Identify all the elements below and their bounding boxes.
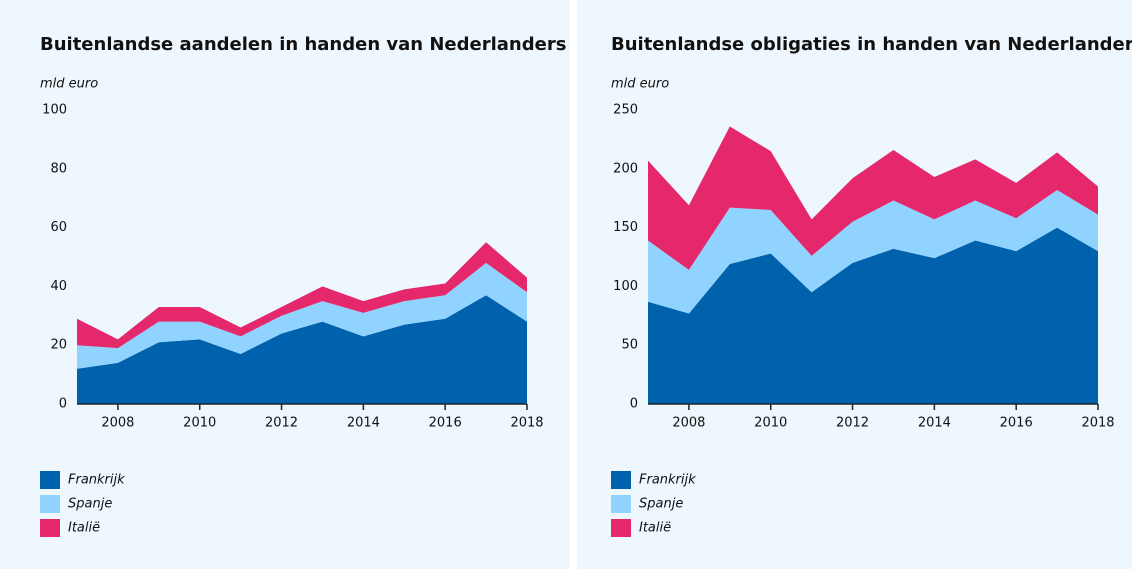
x-tick-label: 2008 — [672, 416, 705, 431]
legend-swatch — [40, 495, 60, 513]
legend-swatch — [611, 471, 631, 489]
x-tick-label: 2018 — [1081, 416, 1114, 431]
y-tick-label: 250 — [613, 103, 638, 118]
x-tick-label: 2010 — [183, 416, 216, 431]
area — [77, 262, 527, 369]
legend-swatch — [40, 471, 60, 489]
x-tick-label: 2014 — [347, 416, 380, 431]
y-axis-label: mld euro — [40, 77, 98, 92]
x-tick-label: 2008 — [101, 416, 134, 431]
legend-label: Italië — [68, 521, 100, 536]
y-axis-label: mld euro — [611, 77, 669, 92]
legend-label: Italië — [639, 521, 671, 536]
legend-swatch — [611, 495, 631, 513]
y-tick-label: 0 — [59, 397, 67, 412]
x-tick-label: 2012 — [265, 416, 298, 431]
y-tick-label: 100 — [42, 103, 67, 118]
legend-label: Spanje — [639, 497, 683, 512]
y-tick-label: 60 — [50, 220, 67, 235]
chart-title: Buitenlandse aandelen in handen van Nede… — [40, 34, 566, 55]
x-tick-label: 2016 — [1000, 416, 1033, 431]
y-tick-label: 40 — [50, 279, 67, 294]
area — [648, 126, 1098, 270]
legend-swatch — [611, 519, 631, 537]
legend-label: Spanje — [68, 497, 112, 512]
y-tick-label: 200 — [613, 161, 638, 176]
y-tick-label: 20 — [50, 338, 67, 353]
legend-swatch — [40, 519, 60, 537]
area — [648, 189, 1098, 314]
area — [77, 295, 527, 404]
y-tick-label: 150 — [613, 220, 638, 235]
legend-label: Frankrijk — [639, 473, 696, 488]
y-tick-label: 50 — [621, 338, 638, 353]
x-tick-label: 2018 — [510, 416, 543, 431]
area — [77, 242, 527, 349]
x-tick-label: 2014 — [918, 416, 951, 431]
y-tick-label: 100 — [613, 279, 638, 294]
chart-title: Buitenlandse obligaties in handen van Ne… — [611, 34, 1132, 55]
x-tick-label: 2010 — [754, 416, 787, 431]
y-tick-label: 0 — [630, 397, 638, 412]
x-tick-label: 2016 — [429, 416, 462, 431]
legend-label: Frankrijk — [68, 473, 125, 488]
area — [648, 227, 1098, 404]
y-tick-label: 80 — [50, 161, 67, 176]
x-tick-label: 2012 — [836, 416, 869, 431]
